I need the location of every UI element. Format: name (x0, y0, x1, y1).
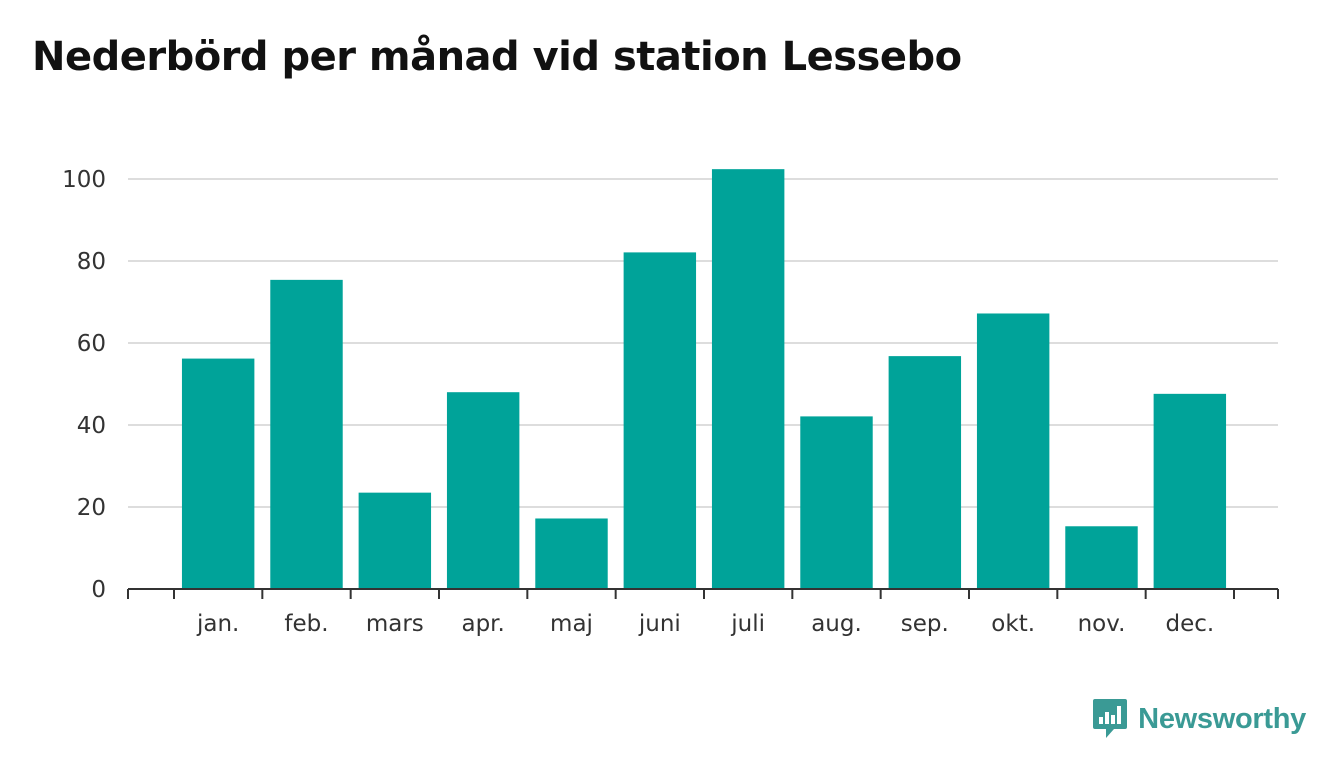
x-tick-label: juni (638, 611, 681, 637)
y-tick-label: 0 (91, 577, 106, 603)
y-axis-tick-labels: 0 20 40 60 80 100 (62, 167, 106, 603)
x-tick-label: maj (550, 611, 593, 637)
y-tick-label: 40 (77, 413, 106, 439)
bar (446, 392, 520, 589)
x-tick-label: sep. (901, 611, 949, 637)
bar (535, 518, 608, 589)
y-tick-label: 100 (62, 167, 106, 193)
bar (888, 356, 962, 589)
x-tick-label: dec. (1165, 611, 1214, 637)
x-axis (127, 588, 1279, 599)
x-tick-label: mars (366, 611, 424, 637)
chart-title: Nederbörd per månad vid station Lessebo (32, 34, 962, 80)
x-tick-label: juli (730, 611, 765, 637)
y-tick-label: 60 (77, 331, 106, 357)
newsworthy-logo-icon (1093, 699, 1128, 738)
brand-name: Newsworthy (1138, 702, 1306, 735)
x-tick-label: nov. (1078, 611, 1126, 637)
x-axis-tick-labels: jan. feb. mars apr. maj juni juli aug. sep. okt. n… (196, 611, 1214, 637)
x-tick-label: apr. (461, 611, 504, 637)
bar (711, 169, 785, 589)
bar (800, 416, 873, 589)
bar (181, 358, 255, 589)
bar (1065, 526, 1138, 589)
bar (623, 252, 697, 589)
x-tick-label: okt. (991, 611, 1035, 637)
y-tick-label: 80 (77, 249, 106, 275)
bar (976, 313, 1050, 589)
bar (358, 492, 432, 589)
x-tick-label: aug. (811, 611, 862, 637)
x-tick-label: jan. (196, 611, 239, 637)
bar (270, 279, 343, 589)
bars (181, 169, 1227, 589)
x-tick-label: feb. (284, 611, 328, 637)
y-tick-label: 20 (77, 495, 106, 521)
brand-logo: Newsworthy (1092, 697, 1306, 741)
bar (1153, 393, 1227, 589)
